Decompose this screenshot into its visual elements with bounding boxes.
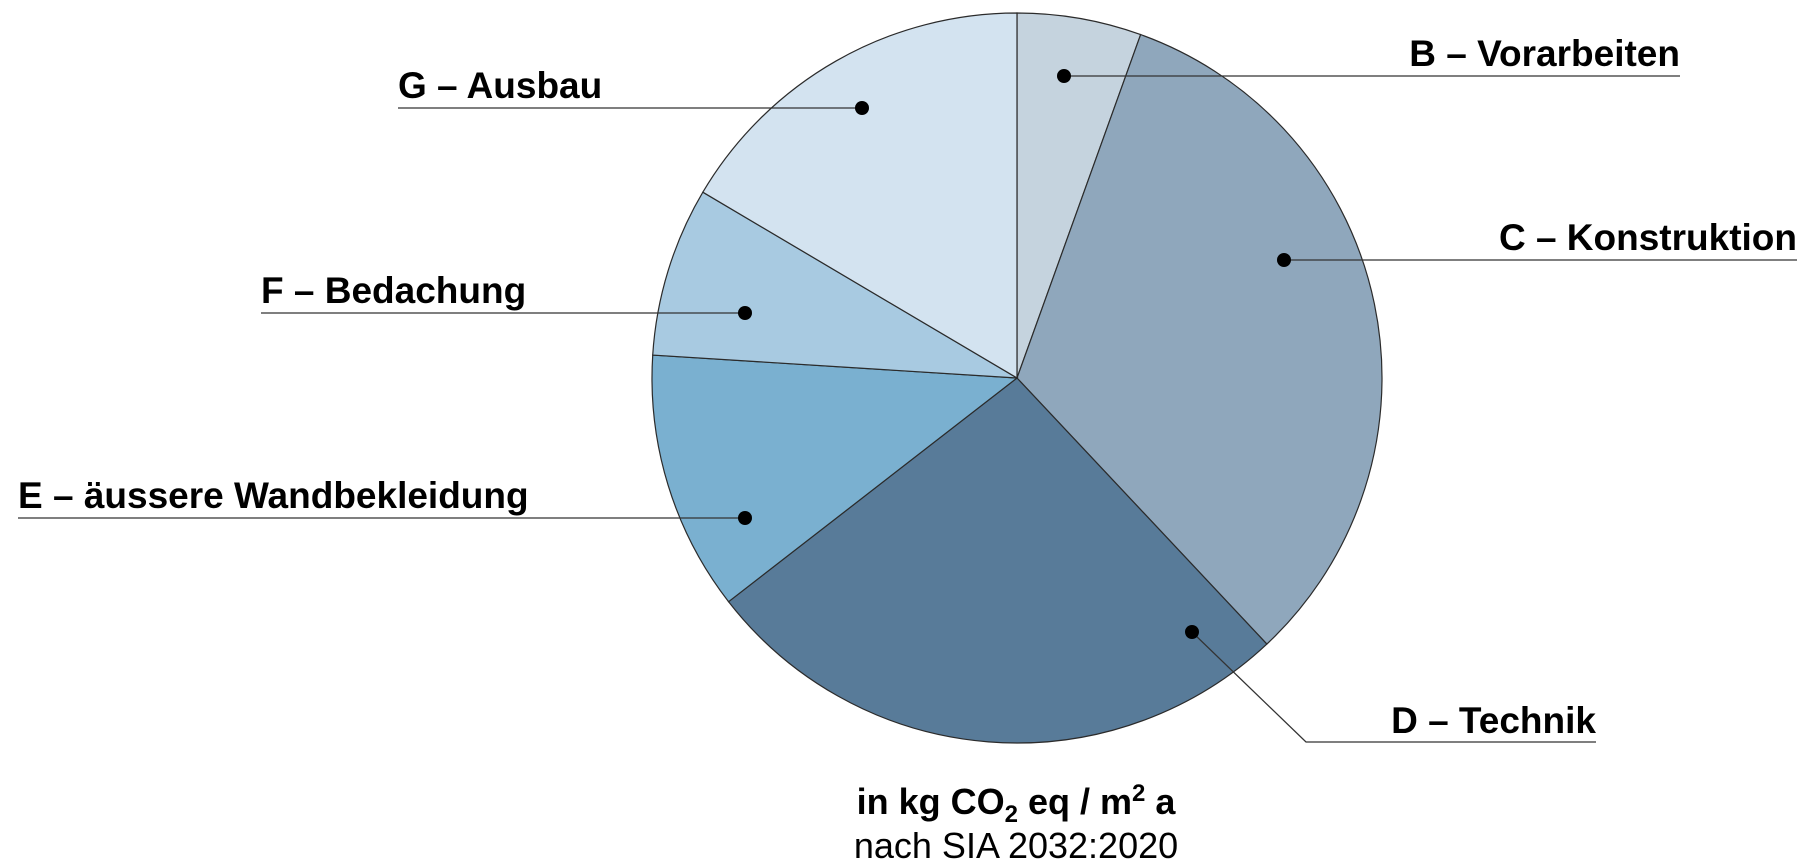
leader-line-d (1191, 631, 1596, 743)
leader-dot-g (855, 101, 869, 115)
source-label: nach SIA 2032:2020 (853, 825, 1179, 866)
leader-dot-e (738, 511, 752, 525)
slice-label-c: C – Konstruktion (1499, 217, 1797, 258)
unit-label: in kg CO2 eq / m2 a (856, 780, 1176, 829)
slice-label-b: B – Vorarbeiten (1409, 33, 1680, 74)
pie-slices (651, 12, 1383, 744)
slice-label-g: G – Ausbau (398, 65, 602, 106)
pie-labels: B – Vorarbeiten C – Konstruktion D – Techn… (18, 33, 1797, 741)
leader-dot-f (738, 306, 752, 320)
pie-leader-lines (18, 69, 1797, 743)
leader-dot-d (1185, 625, 1199, 639)
pie-slice-g (702, 12, 1018, 380)
slice-label-f: F – Bedachung (261, 270, 526, 311)
slice-label-d: D – Technik (1391, 700, 1596, 741)
pie-slice-d (727, 377, 1268, 744)
leader-dot-b (1057, 69, 1071, 83)
pie-slice-e (651, 354, 1019, 603)
pie-slice-c (1016, 33, 1383, 645)
slice-label-e: E – äussere Wandbekleidung (18, 475, 529, 516)
leader-dot-c (1277, 253, 1291, 267)
pie-slice-f (652, 191, 1018, 379)
